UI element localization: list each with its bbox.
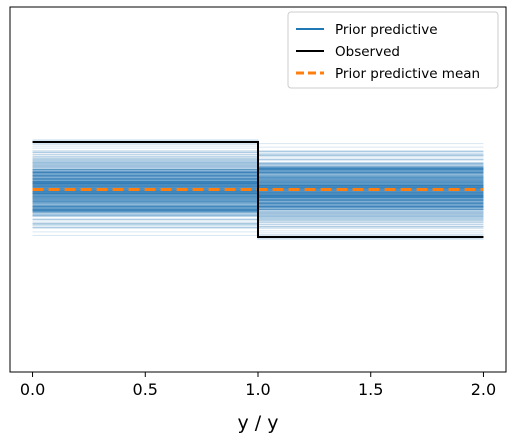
x-axis-ticks: 0.0 0.5 1.0 1.5 2.0 [20, 372, 496, 399]
legend-entry-label: Prior predictive mean [335, 66, 480, 82]
observed-line-path [32, 141, 484, 238]
x-axis-label: y / y [238, 412, 279, 434]
x-tick-label: 1.0 [245, 380, 270, 399]
legend-box [287, 11, 499, 89]
x-tick-label: 0.5 [133, 380, 158, 399]
legend: Prior predictive Observed Prior predictive… [287, 11, 499, 89]
x-tick-label: 2.0 [471, 380, 496, 399]
legend-entry-label: Prior predictive [335, 22, 438, 38]
legend-entry-label: Observed [335, 44, 400, 60]
x-tick-label: 1.5 [358, 380, 383, 399]
x-tick-label: 0.0 [20, 380, 45, 399]
observed-line [32, 141, 484, 238]
